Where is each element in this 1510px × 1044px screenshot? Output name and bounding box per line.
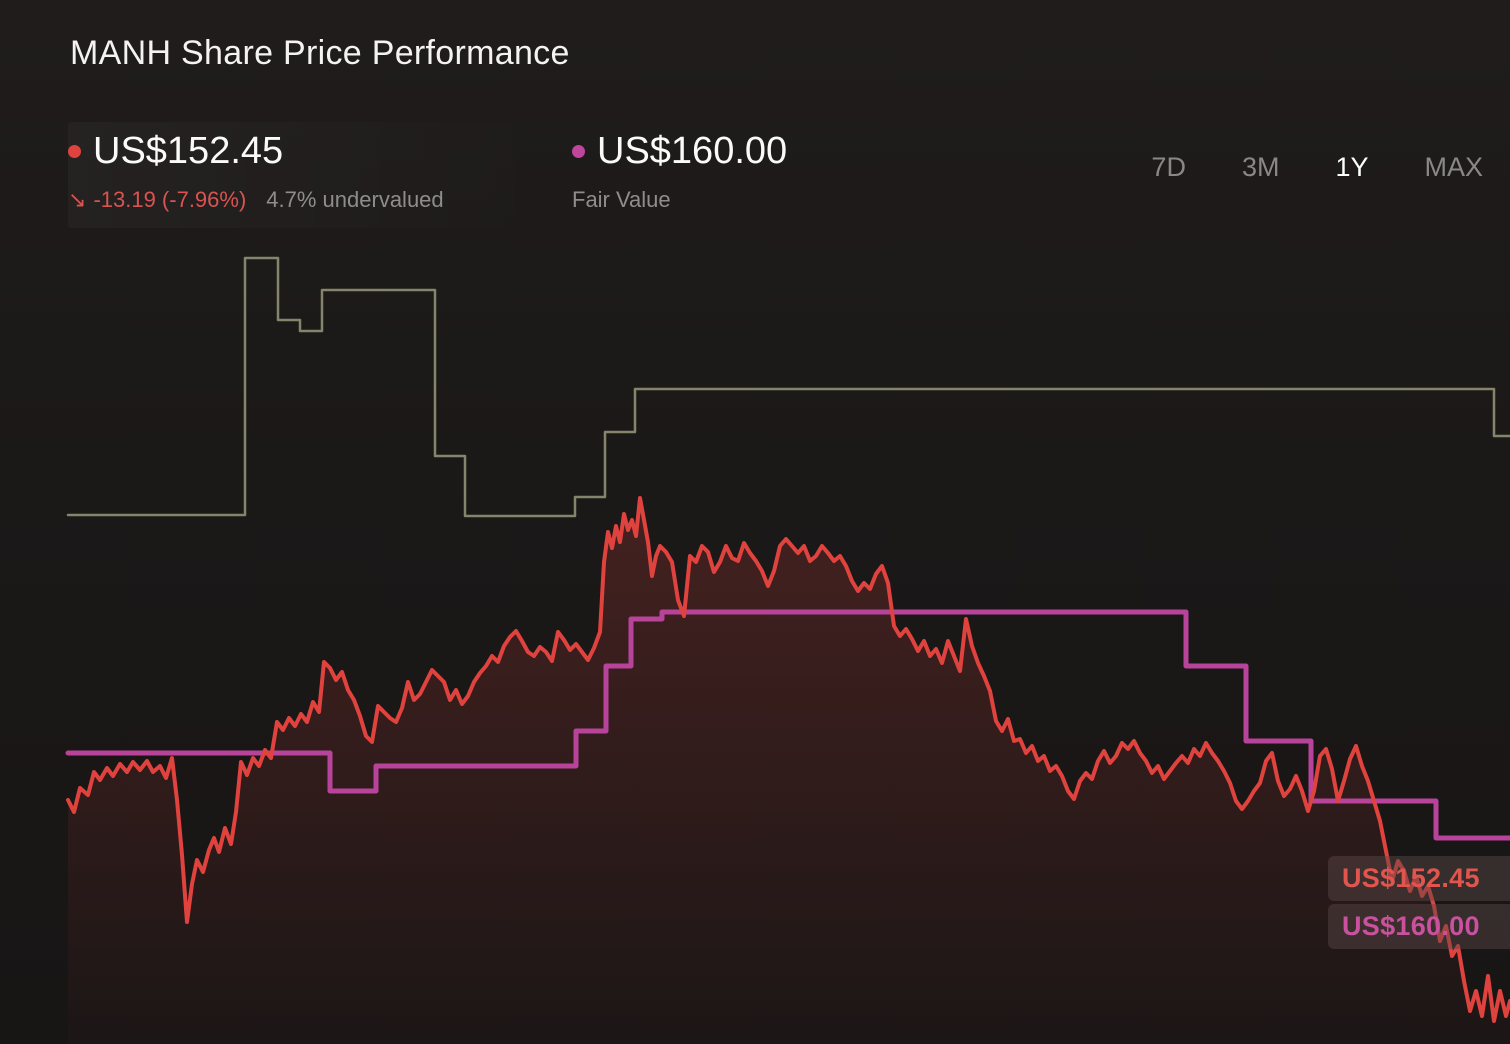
- share-price-axis-badge: US$152.45: [1328, 856, 1510, 901]
- range-button-7d[interactable]: 7D: [1151, 152, 1186, 182]
- fair-value-subrow: Fair Value: [572, 187, 787, 213]
- down-right-arrow-icon: ↘: [68, 187, 87, 212]
- fair-value-label: Fair Value: [572, 187, 671, 212]
- fair-value-axis-badge: US$160.00: [1328, 904, 1510, 949]
- current-price-highlight-panel: [68, 122, 548, 228]
- upper-step-line-unlabeled-line: [66, 256, 1510, 518]
- range-button-3m[interactable]: 3M: [1241, 152, 1280, 182]
- undervalued-note: 4.7% undervalued: [266, 187, 444, 212]
- range-button-1y[interactable]: 1Y: [1335, 152, 1369, 182]
- page-title: MANH Share Price Performance: [70, 34, 570, 72]
- current-price-row: US$152.45: [68, 130, 444, 173]
- fair-value-dot: [572, 145, 585, 158]
- range-button-max[interactable]: MAX: [1424, 152, 1483, 182]
- fair-value-value: US$160.00: [597, 130, 788, 172]
- share-price-dot: [68, 145, 81, 158]
- fair-value-row: US$160.00: [572, 130, 787, 173]
- share-price-area-fill: [68, 498, 1510, 1044]
- current-price-subrow: ↘ -13.19 (-7.96%) 4.7% undervalued: [68, 187, 444, 213]
- price-change-text: -13.19 (-7.96%): [93, 187, 247, 212]
- fair-value-block: US$160.00 Fair Value: [572, 130, 787, 213]
- share-price-line: [66, 496, 1510, 1023]
- time-range-selector: 7D 3M 1Y MAX: [1151, 152, 1483, 183]
- fair-value-line: [65, 609, 1510, 841]
- current-price-block: US$152.45 ↘ -13.19 (-7.96%) 4.7% underva…: [68, 130, 444, 213]
- price-change: ↘ -13.19 (-7.96%): [68, 187, 246, 213]
- current-price-value: US$152.45: [93, 130, 284, 172]
